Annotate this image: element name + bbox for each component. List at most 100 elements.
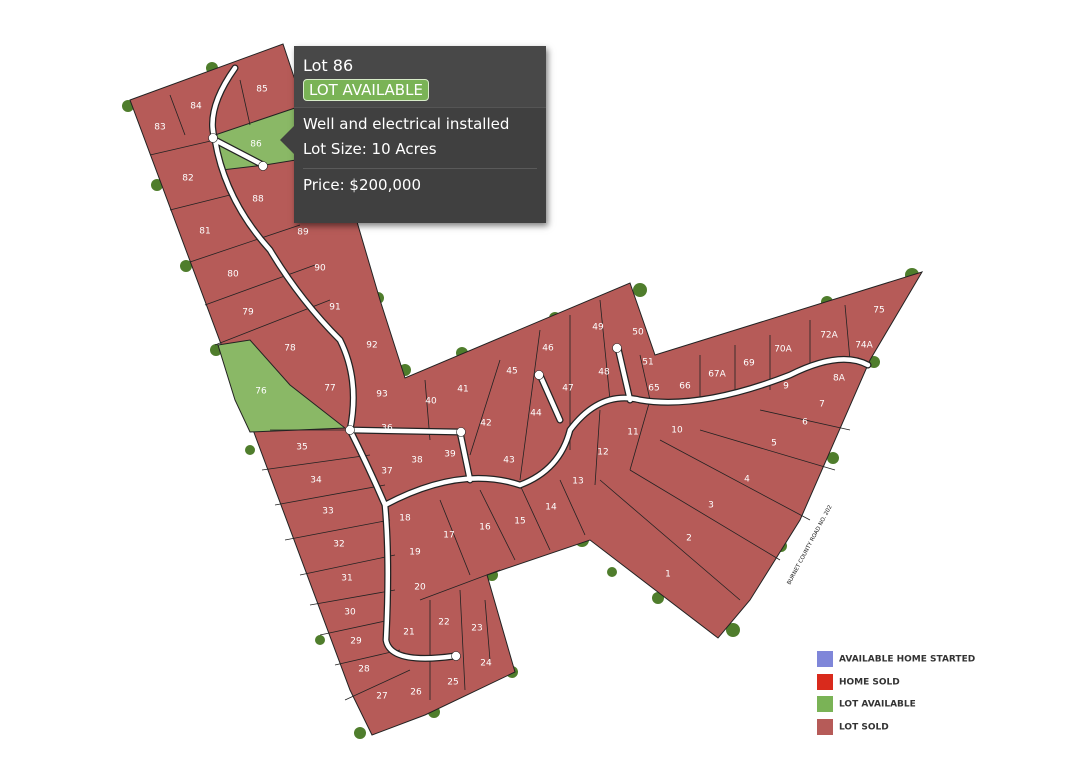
lot-label[interactable]: 5	[771, 439, 777, 449]
legend-swatch	[817, 651, 833, 667]
lot-label[interactable]: 47	[562, 384, 573, 394]
lot-label[interactable]: 50	[632, 328, 644, 338]
lot-label[interactable]: 32	[333, 540, 344, 550]
status-badge: LOT AVAILABLE	[303, 79, 429, 101]
lot-label[interactable]: 49	[592, 323, 604, 333]
lot-label[interactable]: 29	[350, 637, 362, 647]
lot-label[interactable]: 10	[671, 426, 683, 436]
lot-label[interactable]: 88	[252, 195, 264, 205]
lot-label[interactable]: 20	[414, 583, 426, 593]
roads	[210, 65, 871, 661]
tooltip-body: Well and electrical installed Lot Size: …	[294, 108, 546, 202]
lot-label[interactable]: 36	[381, 424, 393, 434]
legend-item: HOME SOLD	[817, 673, 900, 690]
lot-label[interactable]: 8A	[833, 374, 846, 384]
lot-label[interactable]: 14	[545, 503, 557, 513]
lot-label[interactable]: 25	[447, 678, 458, 688]
lot-label[interactable]: 79	[242, 308, 254, 318]
lot-label[interactable]: 86	[250, 140, 262, 150]
lot-label[interactable]: 44	[530, 409, 542, 419]
lot-label[interactable]: 23	[471, 624, 482, 634]
lot-label[interactable]: 89	[297, 228, 309, 238]
lot-label[interactable]: 46	[542, 344, 554, 354]
lot-label[interactable]: 34	[310, 476, 322, 486]
cul-de-sacs	[208, 133, 622, 661]
lot-label[interactable]: 16	[479, 523, 491, 533]
legend-swatch	[817, 696, 833, 712]
lot-label[interactable]: 72A	[820, 331, 838, 341]
legend-swatch	[817, 718, 833, 735]
lot-label[interactable]: 85	[256, 85, 267, 95]
lot-label[interactable]: 70A	[774, 345, 792, 355]
legend-label: AVAILABLE HOME STARTED	[839, 654, 976, 665]
lot-label[interactable]: 37	[381, 467, 392, 477]
lot-label[interactable]: 83	[154, 123, 165, 133]
lot-label[interactable]: 80	[227, 270, 239, 280]
lot-label[interactable]: 45	[506, 367, 517, 377]
lot-label[interactable]: 74A	[855, 341, 873, 351]
lot-label[interactable]: 17	[443, 531, 454, 541]
lot-label[interactable]: 24	[480, 659, 492, 669]
lot-label[interactable]: 51	[642, 358, 653, 368]
lot-label[interactable]: 48	[598, 368, 610, 378]
tooltip-arrow	[280, 126, 294, 154]
lot-label[interactable]: 22	[438, 618, 449, 628]
lot-label[interactable]: 19	[409, 548, 421, 558]
lot-label[interactable]: 7	[819, 400, 825, 410]
lot-label[interactable]: 13	[572, 477, 583, 487]
tooltip-title: Lot 86	[303, 56, 354, 75]
lot-label[interactable]: 11	[627, 428, 638, 438]
lot-label[interactable]: 38	[411, 456, 423, 466]
lot-label[interactable]: 3	[708, 501, 714, 511]
lot-label[interactable]: 33	[322, 507, 333, 517]
lot-label[interactable]: 12	[597, 448, 608, 458]
detail: Lot Size: 10 Acres	[303, 140, 437, 158]
lot-label[interactable]: 90	[314, 264, 326, 274]
lot-label[interactable]: 69	[743, 359, 755, 369]
lot-label[interactable]: 30	[344, 608, 356, 618]
lot-label[interactable]: 2	[686, 534, 692, 544]
lot-label[interactable]: 15	[514, 517, 525, 527]
lot-label[interactable]: 78	[284, 344, 296, 354]
lot-available	[217, 339, 347, 433]
legend-item: LOT SOLD	[817, 718, 889, 735]
lot-label[interactable]: 18	[399, 514, 411, 524]
lot-label[interactable]: 42	[480, 419, 491, 429]
lot-label[interactable]: 76	[255, 387, 267, 397]
legend-item: AVAILABLE HOME STARTED	[817, 651, 975, 667]
legend-item: LOT AVAILABLE	[817, 696, 916, 712]
legend-label: LOT SOLD	[839, 722, 889, 732]
lot-label[interactable]: 21	[403, 628, 414, 638]
lot-label[interactable]: 66	[679, 382, 691, 392]
lot-label[interactable]: 93	[376, 390, 387, 400]
lot-label[interactable]: 4	[744, 475, 750, 485]
lot-label[interactable]: 39	[444, 450, 456, 460]
lot-label[interactable]: 35	[296, 443, 307, 453]
lot-label[interactable]: 9	[783, 382, 789, 392]
lot-lines	[149, 79, 851, 701]
lot-label[interactable]: 92	[366, 341, 377, 351]
lot-label[interactable]: 65	[648, 384, 659, 394]
lot-label[interactable]: 84	[190, 102, 202, 112]
legend-label: LOT AVAILABLE	[839, 699, 916, 710]
legend-swatch	[817, 673, 833, 690]
lot-label[interactable]: 41	[457, 385, 468, 395]
lot-label[interactable]: 26	[410, 688, 422, 698]
lot-label[interactable]: 27	[376, 692, 387, 702]
lot-label[interactable]: 81	[199, 227, 210, 237]
lot-label[interactable]: 43	[503, 456, 514, 466]
lot-label[interactable]: 40	[425, 397, 437, 407]
lot-label[interactable]: 75	[873, 306, 884, 316]
price: Price: $200,000	[303, 176, 421, 194]
lot-tooltip: Lot 86 LOT AVAILABLE Well and electrical…	[280, 46, 546, 223]
lot-label[interactable]: 67A	[708, 370, 726, 380]
lot-label[interactable]: 1	[665, 570, 671, 580]
lot-label[interactable]: 82	[182, 174, 193, 184]
lot-label[interactable]: 77	[324, 384, 335, 394]
lot-label[interactable]: 6	[802, 418, 808, 428]
lot-label[interactable]: 28	[358, 665, 370, 675]
lot-label[interactable]: 91	[329, 303, 340, 313]
lot-label[interactable]: 31	[341, 574, 352, 584]
